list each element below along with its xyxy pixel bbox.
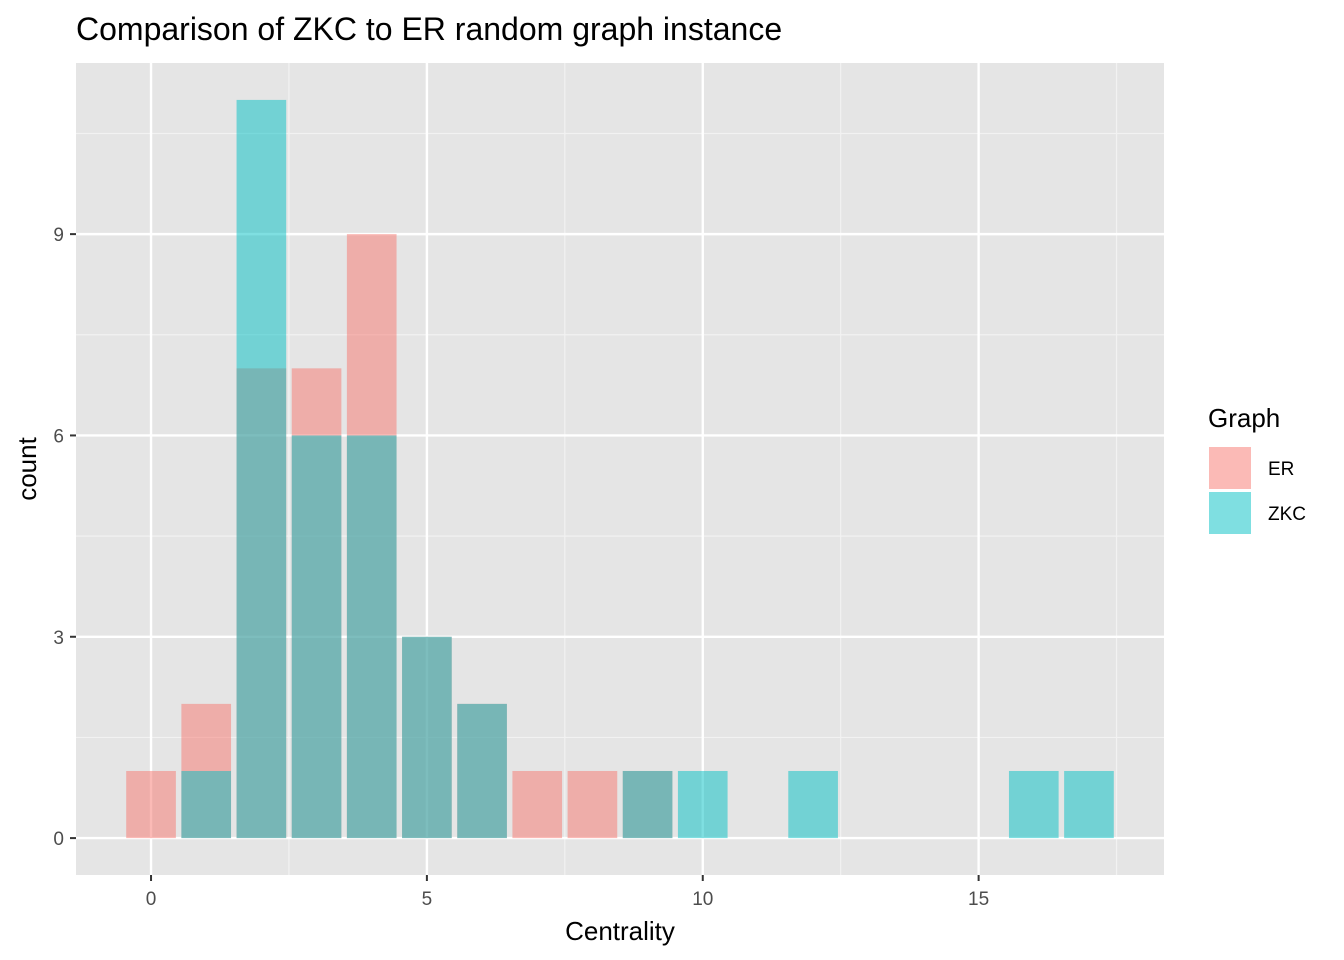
bar-zkc-16 <box>1008 770 1059 839</box>
x-tick-label: 5 <box>422 889 433 910</box>
x-tick-label: 15 <box>968 889 989 910</box>
bar-er-8 <box>567 770 618 839</box>
x-axis-ticks: 0 5 10 15 <box>146 875 989 910</box>
legend-key-zkc <box>1207 490 1253 536</box>
bar-zkc-12 <box>788 770 838 839</box>
x-tick-label: 10 <box>692 889 713 910</box>
bars-zkc <box>181 99 1114 839</box>
x-axis-title: Centrality <box>565 916 675 946</box>
legend-label-er: ER <box>1268 459 1294 480</box>
bar-zkc-9 <box>622 770 673 839</box>
bar-zkc-3 <box>291 435 342 839</box>
bar-er-7 <box>512 770 563 839</box>
y-axis-ticks: 0 3 6 9 <box>53 225 76 850</box>
bar-er-0 <box>126 770 176 839</box>
x-tick-label: 0 <box>146 889 157 910</box>
legend-key-er <box>1207 445 1253 491</box>
bar-zkc-1 <box>181 770 232 839</box>
bar-zkc-10 <box>677 770 728 839</box>
chart-title: Comparison of ZKC to ER random graph ins… <box>76 11 782 47</box>
y-tick-label: 9 <box>53 225 64 246</box>
y-tick-label: 0 <box>53 829 64 850</box>
legend: Graph ER ZKC <box>1207 403 1306 536</box>
y-axis-title: count <box>12 436 42 500</box>
bar-zkc-17 <box>1064 770 1114 839</box>
legend-title: Graph <box>1208 403 1280 433</box>
legend-label-zkc: ZKC <box>1268 504 1306 525</box>
bar-zkc-6 <box>457 703 507 839</box>
y-tick-label: 6 <box>53 426 64 447</box>
bar-zkc-4 <box>346 435 397 839</box>
bar-zkc-2 <box>236 99 287 839</box>
bar-zkc-5 <box>402 636 452 839</box>
y-tick-label: 3 <box>53 628 64 649</box>
